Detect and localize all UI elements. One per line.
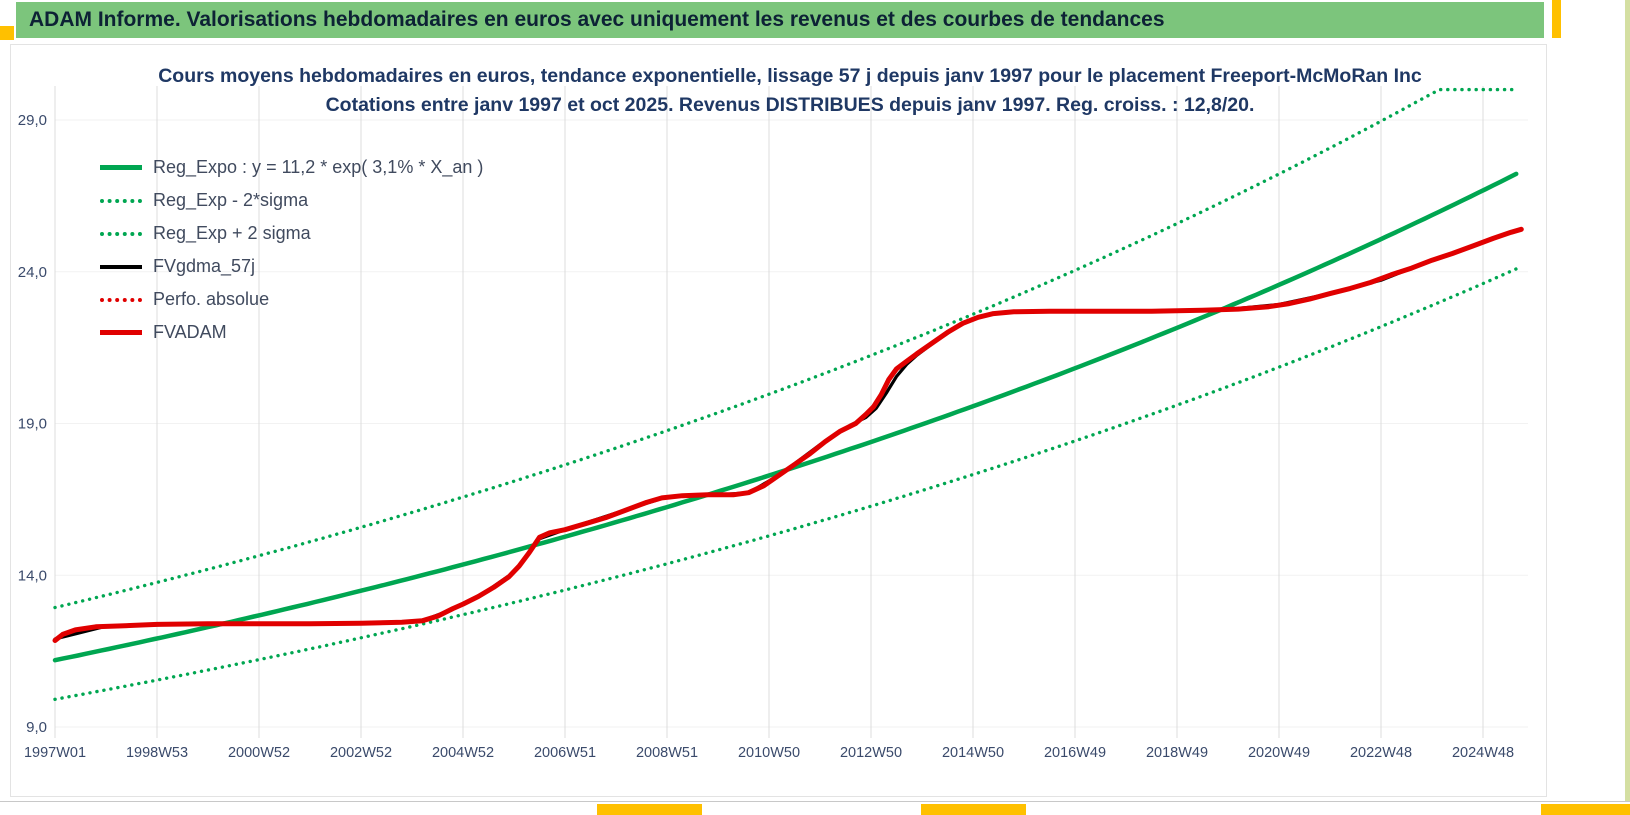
legend-item-fvgdma[interactable]: FVgdma_57j: [100, 250, 483, 283]
chart-title-line-1: Cours moyens hebdomadaires en euros, ten…: [158, 65, 1422, 87]
legend-label: FVADAM: [153, 322, 227, 342]
legend-label: Reg_Exp + 2 sigma: [153, 223, 311, 243]
green-dotted-line-icon: [100, 231, 142, 236]
worksheet-right-edge: [1625, 0, 1630, 815]
legend-item-reg-minus-2sigma[interactable]: Reg_Exp - 2*sigma: [100, 184, 483, 217]
chart-title-line-2: Cotations entre janv 1997 et oct 2025. R…: [325, 94, 1255, 116]
chart-legend: Reg_Expo : y = 11,2 * exp( 3,1% * X_an )…: [100, 151, 483, 349]
report-title: ADAM Informe. Valorisations hebdomadaire…: [29, 8, 1165, 31]
worksheet-yellow-cell-bottom-3: [1541, 804, 1630, 815]
chart-title: Cours moyens hebdomadaires en euros, ten…: [40, 62, 1540, 120]
legend-label: Reg_Expo : y = 11,2 * exp( 3,1% * X_an ): [153, 157, 484, 177]
red-dotted-line-icon: [100, 297, 142, 302]
worksheet-bottom-edge: [0, 801, 1630, 815]
legend-label: FVgdma_57j: [153, 256, 256, 276]
legend-label: Perfo. absolue: [153, 289, 270, 309]
legend-item-reg-plus-2sigma[interactable]: Reg_Exp + 2 sigma: [100, 217, 483, 250]
green-dotted-line-icon: [100, 198, 142, 203]
legend-item-reg-expo[interactable]: Reg_Expo : y = 11,2 * exp( 3,1% * X_an ): [100, 151, 483, 184]
worksheet-yellow-cell-bottom-2: [921, 804, 1026, 815]
red-solid-line-icon: [100, 330, 142, 335]
green-solid-line-icon: [100, 165, 142, 170]
black-solid-line-icon: [100, 264, 142, 269]
report-header-bar: ADAM Informe. Valorisations hebdomadaire…: [16, 2, 1544, 38]
legend-item-fvadam[interactable]: FVADAM: [100, 316, 483, 349]
legend-label: Reg_Exp - 2*sigma: [153, 190, 309, 210]
worksheet-yellow-cell-bottom-1: [597, 804, 702, 815]
legend-item-perfo-absolue[interactable]: Perfo. absolue: [100, 283, 483, 316]
worksheet-yellow-cell-left: [0, 26, 14, 40]
worksheet-yellow-cell-right: [1552, 0, 1561, 38]
